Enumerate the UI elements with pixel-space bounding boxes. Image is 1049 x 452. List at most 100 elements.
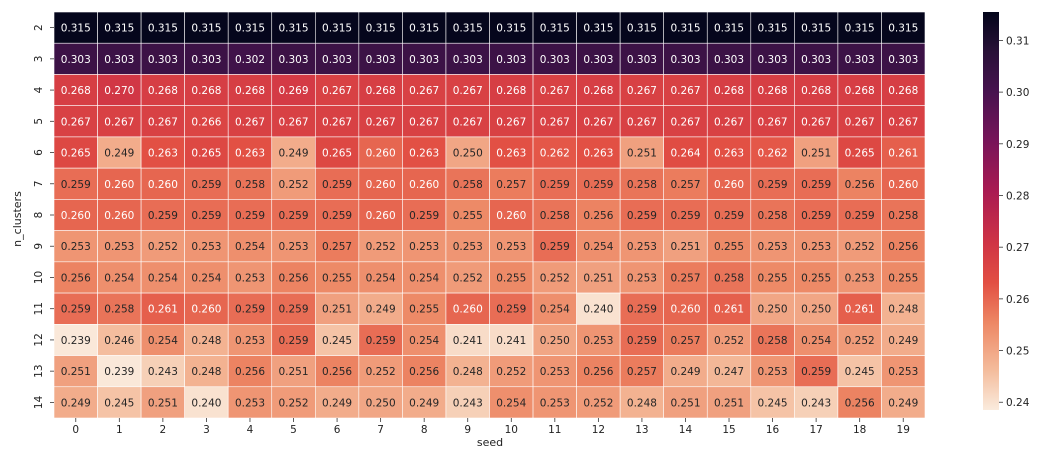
cell-value-label: 0.251: [714, 397, 744, 409]
heatmap-cell: [271, 11, 316, 44]
heatmap-cell: [881, 167, 926, 200]
heatmap-cell: [750, 11, 795, 44]
x-tick-label: 18: [853, 424, 866, 436]
cell-value-label: 0.302: [235, 54, 265, 66]
cell-value-label: 0.268: [61, 85, 91, 97]
heatmap-cell: [97, 199, 142, 231]
y-tick-label: 8: [33, 212, 45, 219]
x-axis-label: seed: [477, 436, 503, 449]
heatmap-cell: [445, 105, 490, 138]
heatmap-cell: [881, 230, 926, 263]
heatmap-cell: [532, 324, 577, 356]
heatmap-cell: [489, 230, 534, 263]
heatmap-cell: [140, 167, 185, 200]
colorbar-tick-label: 0.28: [1006, 190, 1029, 202]
cell-value-label: 0.267: [453, 85, 483, 97]
cell-value-label: 0.267: [758, 116, 788, 128]
cell-value-label: 0.257: [322, 241, 352, 253]
cell-value-label: 0.267: [627, 85, 657, 97]
heatmap-cell: [489, 199, 534, 231]
cell-value-label: 0.268: [801, 85, 831, 97]
cell-value-label: 0.254: [540, 304, 570, 316]
cell-value-label: 0.267: [409, 85, 439, 97]
colorbar-tick-label: 0.25: [1006, 346, 1029, 358]
cell-value-label: 0.260: [366, 179, 396, 191]
cell-value-label: 0.253: [278, 241, 308, 253]
cell-value-label: 0.260: [104, 179, 134, 191]
cell-value-label: 0.252: [278, 179, 308, 191]
heatmap-cell: [402, 42, 447, 75]
heatmap-cell: [794, 136, 839, 169]
heatmap-cell: [271, 74, 316, 106]
x-tick-label: 4: [247, 424, 254, 436]
cell-value-label: 0.268: [235, 85, 265, 97]
heatmap-cell: [358, 74, 403, 106]
cell-value-label: 0.253: [235, 272, 265, 284]
cell-value-label: 0.315: [409, 23, 439, 35]
heatmap-cell: [663, 261, 708, 294]
heatmap-cell: [837, 324, 882, 356]
heatmap-cell: [402, 386, 447, 419]
heatmap-cell: [227, 386, 273, 419]
cell-value-label: 0.263: [496, 148, 526, 160]
heatmap-cell: [445, 355, 490, 388]
cell-value-label: 0.259: [540, 241, 570, 253]
cell-value-label: 0.261: [714, 304, 744, 316]
cell-value-label: 0.265: [191, 148, 221, 160]
heatmap-cell: [750, 105, 795, 138]
heatmap-cell: [140, 136, 185, 169]
heatmap-cell: [706, 261, 752, 294]
cell-value-label: 0.268: [191, 85, 221, 97]
cell-value-label: 0.254: [409, 335, 439, 347]
cell-value-label: 0.255: [714, 241, 744, 253]
cell-value-label: 0.315: [888, 23, 918, 35]
cell-value-label: 0.249: [278, 148, 308, 160]
cell-value-label: 0.249: [888, 397, 918, 409]
cell-value-label: 0.248: [191, 366, 221, 378]
heatmap-cell: [663, 136, 708, 169]
y-tick-label: 14: [33, 395, 45, 409]
cell-value-label: 0.267: [148, 116, 178, 128]
heatmap-cell: [271, 355, 316, 388]
heatmap-cell: [750, 136, 795, 169]
cell-value-label: 0.267: [845, 116, 875, 128]
cell-value-label: 0.257: [496, 179, 526, 191]
heatmap-cell: [706, 292, 752, 325]
cell-value-label: 0.248: [453, 366, 483, 378]
heatmap-cell: [706, 11, 752, 44]
cell-value-label: 0.250: [453, 148, 483, 160]
heatmap-cell: [532, 386, 577, 419]
cell-value-label: 0.240: [191, 397, 221, 409]
cell-value-label: 0.251: [278, 366, 308, 378]
heatmap-cell: [358, 42, 403, 75]
cell-value-label: 0.254: [191, 272, 221, 284]
cell-value-label: 0.251: [148, 397, 178, 409]
cell-value-label: 0.262: [540, 148, 570, 160]
cell-value-label: 0.268: [496, 85, 526, 97]
heatmap-cell: [140, 199, 185, 231]
heatmap-cell: [663, 167, 708, 200]
cell-value-label: 0.259: [191, 210, 221, 222]
heatmap-cell: [97, 136, 142, 169]
cell-value-label: 0.253: [61, 241, 91, 253]
heatmap-cell: [576, 105, 621, 138]
cell-value-label: 0.254: [104, 272, 134, 284]
cell-value-label: 0.255: [409, 304, 439, 316]
cell-value-label: 0.267: [627, 116, 657, 128]
heatmap-cell: [97, 167, 142, 200]
cell-value-label: 0.254: [148, 335, 178, 347]
heatmap-cell: [314, 136, 360, 169]
heatmap-cell: [53, 105, 98, 138]
cell-value-label: 0.253: [627, 241, 657, 253]
x-tick-label: 19: [897, 424, 910, 436]
heatmap-cell: [227, 74, 273, 106]
cell-value-label: 0.254: [366, 272, 396, 284]
cell-value-label: 0.253: [758, 241, 788, 253]
cell-value-label: 0.263: [583, 148, 613, 160]
y-tick-label: 6: [33, 149, 45, 156]
cell-value-label: 0.303: [61, 54, 91, 66]
cell-value-label: 0.259: [191, 179, 221, 191]
cell-value-label: 0.252: [714, 335, 744, 347]
x-tick-label: 12: [592, 424, 605, 436]
